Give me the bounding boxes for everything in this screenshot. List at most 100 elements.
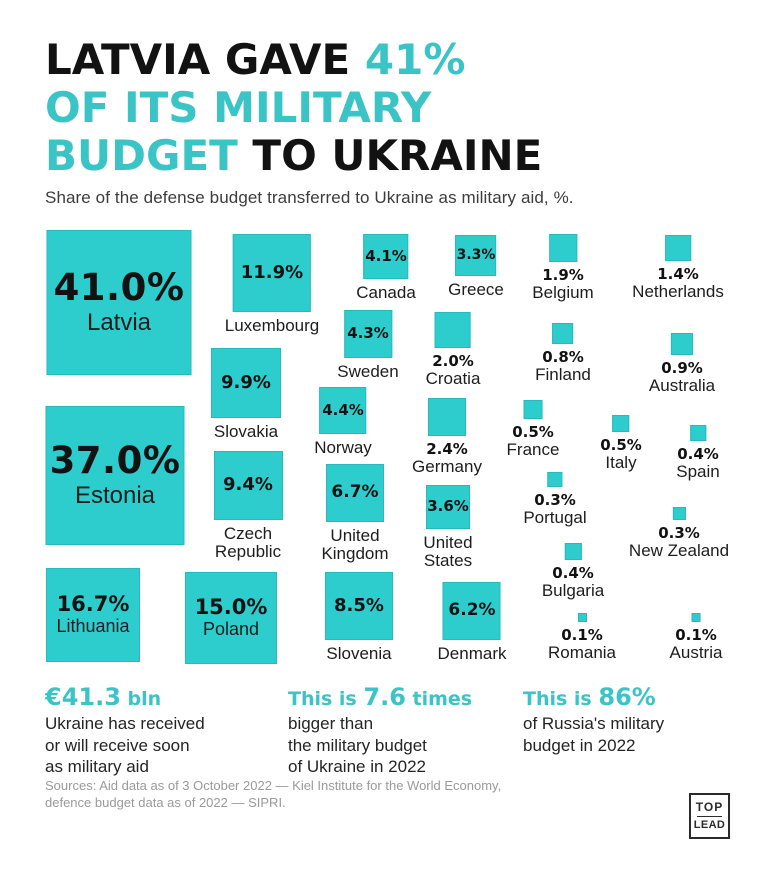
country-label: Belgium <box>532 282 594 302</box>
stat-headline: This is 86% <box>523 683 656 711</box>
country-label: Denmark <box>437 644 507 663</box>
square-latvia: 41.0% Latvia <box>46 230 192 375</box>
square-germany <box>427 398 466 436</box>
headline-text-dark: LATVIA GAVE <box>45 35 351 84</box>
value-label: 2.0% <box>432 352 474 370</box>
item-austria: 0.1% Austria <box>670 613 722 662</box>
country-label: Slovakia <box>213 422 279 441</box>
square-norway: 4.4% <box>319 387 367 434</box>
country-label: Lithuania <box>56 616 130 637</box>
item-slovakia: 9.9% Slovakia <box>211 348 281 441</box>
item-netherlands: 1.4% Netherlands <box>632 235 724 301</box>
stat-headline: €41.3 bln <box>45 683 162 711</box>
value-label: 0.3% <box>534 491 576 509</box>
square-new-zealand <box>672 507 686 520</box>
value-label: 0.9% <box>661 359 703 377</box>
country-label: Czech Republic <box>214 524 282 562</box>
item-denmark: 6.2% Denmark <box>437 582 507 663</box>
item-australia: 0.9% Australia <box>649 333 715 395</box>
headline: LATVIA GAVE 41% OF ITS MILITARY BUDGET T… <box>45 36 542 180</box>
value-label: 0.1% <box>561 626 603 644</box>
item-poland: 15.0% Poland <box>185 572 277 664</box>
square-romania <box>577 613 587 622</box>
item-bulgaria: 0.4% Bulgaria <box>542 543 604 600</box>
country-label: Australia <box>648 375 716 395</box>
value-label: 4.3% <box>347 324 389 343</box>
value-label: 11.9% <box>240 261 304 283</box>
square-slovenia: 8.5% <box>325 572 393 640</box>
logo-text-top: TOP <box>695 800 724 814</box>
item-new-zealand: 0.3% New Zealand <box>629 507 729 560</box>
country-label: Luxembourg <box>224 316 320 335</box>
stat-body: bigger than the military budget of Ukrai… <box>288 714 427 777</box>
headline-line-3: BUDGET TO UKRAINE <box>45 130 543 180</box>
value-label: 9.9% <box>221 371 271 393</box>
country-label: Portugal <box>523 507 587 527</box>
square-croatia <box>435 312 471 348</box>
value-label: 0.5% <box>600 436 642 454</box>
square-czech-republic: 9.4% <box>213 451 283 520</box>
item-lithuania: 16.7% Lithuania <box>46 568 140 662</box>
logo-text-bottom: LEAD <box>693 819 726 831</box>
stat-body: Ukraine has received or will receive soo… <box>45 714 205 777</box>
item-germany: 2.4% Germany <box>412 398 482 476</box>
item-spain: 0.4% Spain <box>676 425 720 481</box>
value-label: 4.1% <box>365 246 407 265</box>
value-label: 8.5% <box>334 594 384 616</box>
country-label: New Zealand <box>628 540 730 560</box>
square-denmark: 6.2% <box>443 582 501 640</box>
value-label: 6.2% <box>448 600 496 621</box>
square-finland <box>552 323 574 344</box>
country-label: Latvia <box>86 309 152 337</box>
square-italy <box>612 415 630 432</box>
sources-note: Sources: Aid data as of 3 October 2022 —… <box>45 778 502 810</box>
item-croatia: 2.0% Croatia <box>426 312 480 388</box>
square-poland: 15.0% Poland <box>185 572 277 664</box>
item-united-states: 3.6% United States <box>404 485 492 571</box>
country-label: Canada <box>356 283 416 302</box>
country-label: Slovenia <box>326 644 392 663</box>
value-label: 37.0% <box>49 438 181 482</box>
value-label: 4.4% <box>322 400 364 419</box>
country-label: Norway <box>314 438 372 457</box>
item-united-kingdom: 6.7% United Kingdom <box>311 464 399 564</box>
item-slovenia: 8.5% Slovenia <box>325 572 393 663</box>
value-label: 3.6% <box>427 497 469 516</box>
value-label: 0.5% <box>512 423 554 441</box>
square-united-kingdom: 6.7% <box>326 464 384 522</box>
square-slovakia: 9.9% <box>211 348 281 418</box>
square-france <box>523 400 543 419</box>
item-france: 0.5% France <box>507 400 559 459</box>
headline-text-dark: TO UKRAINE <box>252 130 543 180</box>
value-label: 2.4% <box>426 440 468 458</box>
item-canada: 4.1% Canada <box>356 234 416 302</box>
item-latvia: 41.0% Latvia <box>46 230 192 375</box>
square-spain <box>689 425 706 441</box>
square-united-states: 3.6% <box>426 485 470 529</box>
stat-total-aid: €41.3 bln Ukraine has received or will r… <box>45 684 205 778</box>
headline-text-accent: BUDGET <box>45 130 238 180</box>
stat-russia-share: This is 86% of Russia's military budget … <box>523 684 664 756</box>
item-norway: 4.4% Norway <box>314 387 372 457</box>
value-label: 0.4% <box>552 564 594 582</box>
square-lithuania: 16.7% Lithuania <box>46 568 140 662</box>
square-sweden: 4.3% <box>344 310 392 358</box>
square-bulgaria <box>564 543 582 560</box>
country-label: Estonia <box>74 482 156 510</box>
headline-line-2: OF ITS MILITARY <box>45 82 432 132</box>
logo-divider <box>697 816 722 817</box>
country-label: Germany <box>412 456 482 476</box>
square-estonia: 37.0% Estonia <box>45 406 185 545</box>
value-label: 0.8% <box>542 348 584 366</box>
square-australia <box>670 333 693 355</box>
item-sweden: 4.3% Sweden <box>337 310 399 381</box>
country-label: Sweden <box>337 362 399 381</box>
country-label: United Kingdom <box>321 526 389 564</box>
value-label: 1.4% <box>657 265 699 283</box>
value-label: 1.9% <box>542 266 584 284</box>
value-label: 0.3% <box>658 524 700 542</box>
country-label: Finland <box>535 364 591 384</box>
value-label: 15.0% <box>194 595 268 620</box>
country-label: Bulgaria <box>541 580 605 600</box>
